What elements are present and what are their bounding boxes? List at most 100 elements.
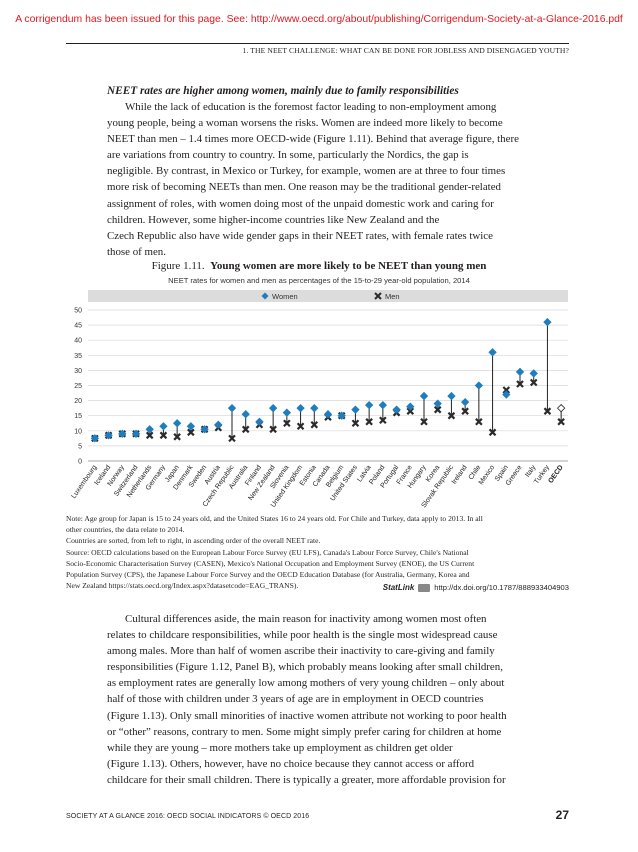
women-point bbox=[447, 391, 456, 401]
note-line: New Zealand https://stats.oecd.org/Index… bbox=[66, 581, 299, 591]
women-point bbox=[241, 410, 250, 419]
text-line: children. However, some higher-income co… bbox=[107, 213, 440, 226]
y-tick-label: 40 bbox=[74, 338, 82, 345]
women-point bbox=[268, 403, 278, 413]
women-point bbox=[378, 400, 388, 410]
men-point bbox=[173, 433, 181, 441]
text-line: while they are young – more mothers take… bbox=[107, 741, 453, 754]
running-header: 1. THE NEET CHALLENGE: WHAT CAN BE DONE … bbox=[242, 46, 569, 55]
men-point bbox=[241, 425, 250, 434]
note-line: Population Survey (CPS), the Japanese La… bbox=[66, 570, 470, 580]
text-line: NEET than men – 1.4 times more OECD-wide… bbox=[107, 133, 519, 146]
y-tick-label: 0 bbox=[78, 459, 82, 466]
men-point bbox=[406, 407, 415, 415]
section-title: NEET rates are higher among women, mainl… bbox=[107, 85, 459, 97]
y-tick-label: 45 bbox=[74, 323, 82, 330]
figure-notes: Note: Age group for Japan is 15 to 24 ye… bbox=[66, 513, 569, 591]
men-point bbox=[283, 419, 291, 428]
figure-title: Figure 1.11. Young women are more likely… bbox=[0, 260, 638, 272]
y-tick-label: 25 bbox=[74, 383, 82, 390]
women-point bbox=[172, 419, 182, 428]
men-point bbox=[543, 407, 552, 415]
men-point bbox=[310, 420, 319, 429]
men-point bbox=[461, 407, 469, 415]
y-tick-label: 50 bbox=[74, 308, 82, 315]
figure-heading: Young women are more likely to be NEET t… bbox=[210, 260, 487, 272]
text-line: those of men. bbox=[107, 245, 166, 258]
men-point bbox=[420, 417, 428, 426]
men-point bbox=[365, 417, 373, 426]
women-point bbox=[351, 405, 360, 414]
women-point bbox=[337, 411, 346, 420]
note-line: other countries, the data relate to 2014… bbox=[66, 525, 185, 535]
women-point bbox=[419, 391, 429, 401]
header-rule bbox=[66, 43, 569, 44]
y-tick-label: 20 bbox=[74, 398, 82, 405]
neet-chart: Women Men05101520253035404550LuxembourgIc… bbox=[70, 290, 568, 509]
women-point bbox=[515, 367, 525, 377]
y-tick-label: 15 bbox=[74, 413, 82, 420]
women-point bbox=[145, 425, 154, 434]
text-line: half of those with children under 3 year… bbox=[107, 693, 484, 706]
men-point bbox=[228, 434, 236, 443]
y-tick-label: 10 bbox=[74, 428, 82, 435]
women-point bbox=[214, 420, 223, 429]
men-point bbox=[433, 405, 442, 414]
corrigendum-link[interactable]: A corrigendum has been issued for this p… bbox=[15, 14, 623, 25]
women-point bbox=[488, 348, 497, 357]
women-point bbox=[227, 403, 237, 413]
men-point bbox=[529, 378, 538, 387]
text-line: (Figure 1.13). Others, however, have no … bbox=[107, 757, 475, 770]
statlink-url[interactable]: http://dx.doi.org/10.1787/888933404903 bbox=[434, 583, 569, 592]
men-point bbox=[379, 416, 387, 425]
women-point bbox=[255, 417, 264, 426]
statlink[interactable]: StatLink http://dx.doi.org/10.1787/88893… bbox=[383, 583, 569, 592]
text-line: as employment rates are generally low am… bbox=[107, 677, 505, 690]
x-tick-label: OECD bbox=[547, 464, 564, 485]
legend-women-label: Women bbox=[272, 292, 298, 301]
men-point bbox=[351, 419, 360, 428]
legend-background bbox=[88, 290, 568, 302]
women-point bbox=[131, 429, 141, 438]
text-line: more risk of becoming NEETs than men. On… bbox=[107, 181, 501, 194]
paragraph-2: Cultural differences aside, the main rea… bbox=[107, 611, 557, 788]
men-point bbox=[502, 386, 511, 394]
men-point bbox=[557, 417, 565, 426]
men-point bbox=[159, 431, 168, 440]
text-line: assignment of roles, with women doing mo… bbox=[107, 197, 494, 210]
footer-publication: SOCIETY AT A GLANCE 2016: OECD SOCIAL IN… bbox=[66, 813, 310, 820]
text-line: are variations from country to country. … bbox=[107, 149, 469, 162]
men-point bbox=[447, 411, 456, 420]
note-line: Socio-Economic Characterisation Survey (… bbox=[66, 558, 475, 568]
men-point bbox=[145, 431, 154, 440]
text-line: responsibilities (Figure 1.12, Panel B),… bbox=[107, 661, 503, 674]
note-line: Countries are sorted, from left to right… bbox=[66, 536, 321, 546]
women-point bbox=[392, 405, 401, 414]
men-point bbox=[269, 425, 277, 434]
men-point bbox=[488, 428, 497, 437]
statlink-icon bbox=[418, 583, 431, 592]
figure-subtitle: NEET rates for women and men as percenta… bbox=[168, 276, 470, 285]
women-point bbox=[556, 403, 566, 413]
women-point bbox=[186, 422, 196, 431]
women-point bbox=[310, 403, 319, 413]
y-tick-label: 35 bbox=[74, 353, 82, 360]
text-line: childcare for their small children. Ther… bbox=[107, 773, 506, 786]
note-line: Note: Age group for Japan is 15 to 24 ye… bbox=[66, 514, 483, 523]
figure-number: Figure 1.11. bbox=[151, 260, 205, 272]
women-point bbox=[104, 431, 113, 440]
text-line: (Figure 1.13). Only small minorities of … bbox=[107, 709, 507, 722]
women-point bbox=[460, 397, 470, 407]
men-point bbox=[187, 428, 195, 437]
women-point bbox=[90, 434, 100, 443]
women-point bbox=[200, 425, 209, 434]
women-point bbox=[282, 408, 292, 417]
legend-women-marker bbox=[261, 292, 269, 300]
text-line: While the lack of education is the forem… bbox=[125, 101, 497, 113]
page-number: 27 bbox=[555, 808, 569, 822]
women-point bbox=[364, 400, 374, 410]
y-tick-label: 5 bbox=[78, 443, 82, 450]
y-tick-label: 30 bbox=[74, 368, 82, 375]
note-line: Source: OECD calculations based on the E… bbox=[66, 547, 469, 557]
women-point bbox=[474, 381, 484, 390]
